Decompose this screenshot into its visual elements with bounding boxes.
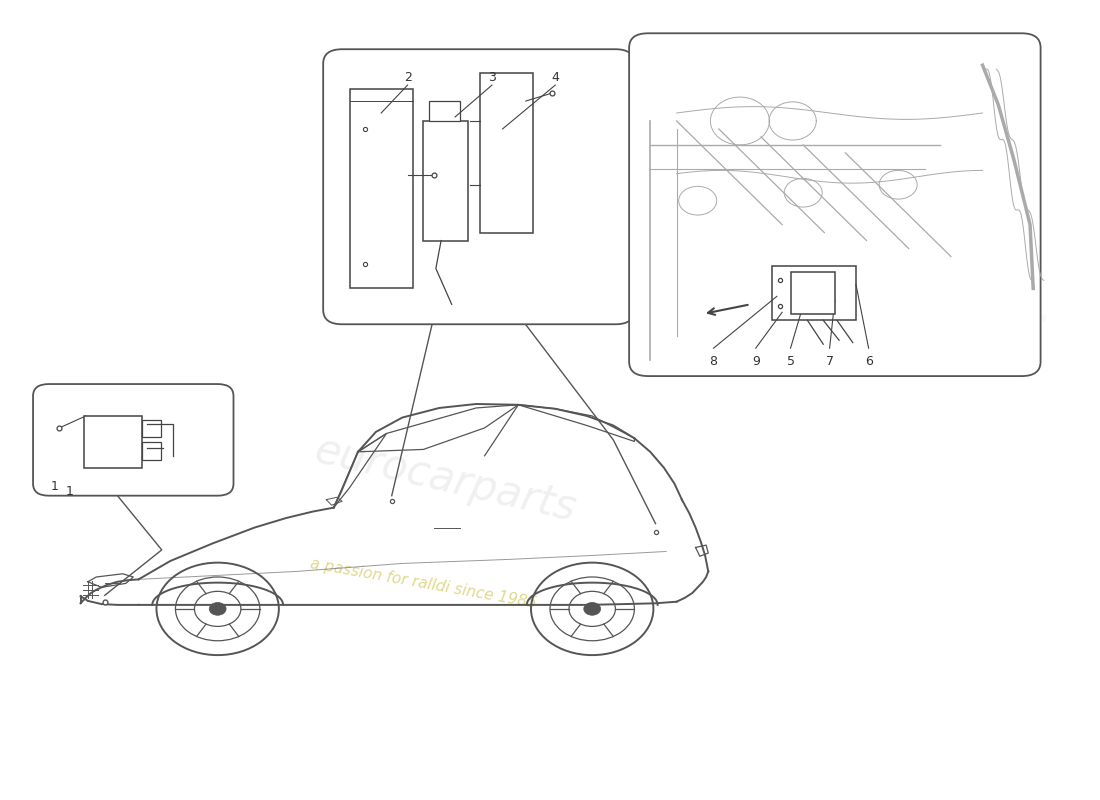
FancyBboxPatch shape [481,73,534,233]
Text: 4: 4 [551,70,559,84]
Text: 9: 9 [751,355,760,368]
Text: 7: 7 [826,355,834,368]
FancyBboxPatch shape [629,34,1041,376]
FancyBboxPatch shape [84,416,142,468]
FancyBboxPatch shape [424,121,468,241]
Text: eurocarparts: eurocarparts [595,145,1054,368]
Circle shape [209,602,227,615]
FancyBboxPatch shape [791,273,835,314]
FancyBboxPatch shape [142,442,161,460]
Text: 6: 6 [865,355,872,368]
Text: 1: 1 [51,479,58,493]
Text: a passion for ralldi since 1985: a passion for ralldi since 1985 [309,556,538,610]
Text: 5: 5 [786,355,794,368]
Text: 8: 8 [710,355,717,368]
Circle shape [584,602,601,615]
FancyBboxPatch shape [33,384,233,496]
FancyBboxPatch shape [429,101,460,121]
Text: 3: 3 [488,70,496,84]
FancyBboxPatch shape [142,420,161,438]
FancyBboxPatch shape [771,266,856,320]
Text: 1: 1 [66,485,74,498]
Text: eurocarparts: eurocarparts [309,430,580,530]
FancyBboxPatch shape [350,89,412,288]
Text: 2: 2 [404,70,411,84]
FancyBboxPatch shape [323,50,635,324]
